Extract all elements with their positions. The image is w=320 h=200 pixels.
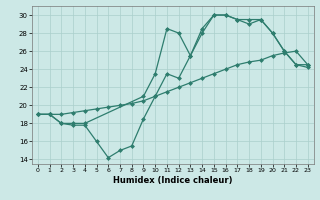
X-axis label: Humidex (Indice chaleur): Humidex (Indice chaleur) (113, 176, 233, 185)
